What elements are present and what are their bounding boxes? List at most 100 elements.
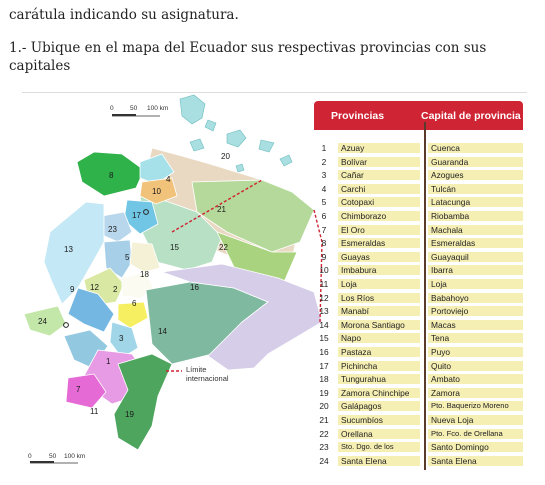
region-label-23: 23 xyxy=(108,225,117,234)
row-province: Azuay xyxy=(338,143,420,153)
row-province: Zamora Chinchipe xyxy=(338,387,420,398)
question-line-2: capitales xyxy=(9,58,71,74)
region-label-18: 18 xyxy=(140,270,149,279)
row-province: Carchi xyxy=(338,183,420,194)
provinces xyxy=(23,147,323,451)
row-province: Sto. Dgo. de los Tsáchilas xyxy=(338,442,420,453)
region-label-16: 16 xyxy=(190,283,199,292)
region-label-2: 2 xyxy=(113,285,118,294)
scale-top-mid: 50 xyxy=(130,105,138,112)
row-province: Pastaza xyxy=(338,347,420,357)
scale-bar-top: 0 50 100 km xyxy=(110,105,168,117)
row-province: Loja xyxy=(338,279,420,289)
row-capital: Macas xyxy=(428,319,523,330)
row-capital: Tulcán xyxy=(428,183,523,194)
scale-bottom-zero: 0 xyxy=(28,453,32,460)
region-label-24: 24 xyxy=(38,317,47,326)
row-province: Sucumbíos xyxy=(338,415,420,425)
region-label-17: 17 xyxy=(132,211,141,220)
row-number: 17 xyxy=(319,360,329,371)
table-row: 21 Sucumbíos Nueva Loja xyxy=(314,415,523,425)
table-row: 15 Napo Tena xyxy=(314,333,523,344)
table-row: 1 Azuay Cuenca xyxy=(314,143,523,153)
row-capital: Santo Domingo xyxy=(428,442,523,453)
row-number: 5 xyxy=(321,197,327,208)
question-line-1: 1.- Ubique en el mapa del Ecuador sus re… xyxy=(9,40,487,56)
region-label-6: 6 xyxy=(132,299,137,308)
scale-bottom-mid: 50 xyxy=(49,453,57,460)
row-capital: Nueva Loja xyxy=(428,415,523,425)
region-label-15: 15 xyxy=(170,243,179,252)
row-number: 3 xyxy=(321,170,327,181)
row-province: Chimborazo xyxy=(338,211,420,221)
region-label-4: 4 xyxy=(166,175,171,184)
table-row: 6 Chimborazo Riobamba xyxy=(314,211,523,221)
region-label-12: 12 xyxy=(90,283,99,292)
row-province: Tungurahua xyxy=(338,374,420,385)
region-label-14: 14 xyxy=(158,327,167,336)
table-row: 11 Loja Loja xyxy=(314,279,523,289)
row-capital: Babahoyo xyxy=(428,292,523,303)
table-divider xyxy=(424,122,426,470)
table-row: 14 Morona Santiago Macas xyxy=(314,319,523,330)
table-row: 17 Pichincha Quito xyxy=(314,360,523,371)
row-province: Santa Elena xyxy=(338,455,420,466)
row-number: 11 xyxy=(319,279,329,289)
row-number: 14 xyxy=(319,319,329,330)
row-capital: Ambato xyxy=(428,374,523,385)
row-capital: Guayaquil xyxy=(428,251,523,262)
row-number: 4 xyxy=(321,183,327,194)
row-province: Bolívar xyxy=(338,156,420,167)
row-number: 2 xyxy=(321,156,327,167)
row-province: Guayas xyxy=(338,251,420,262)
table-row: 18 Tungurahua Ambato xyxy=(314,374,523,385)
row-province: Napo xyxy=(338,333,420,344)
row-capital: Portoviejo xyxy=(428,306,523,317)
international-limit-east xyxy=(313,209,323,323)
region-label-10: 10 xyxy=(152,187,161,196)
table-row: 23 Sto. Dgo. de los Tsáchilas Santo Doming… xyxy=(314,442,523,453)
provinces-table: Provincias Capital de provincia 1 Azuay Cu… xyxy=(314,101,523,472)
scale-top-zero: 0 xyxy=(110,105,114,112)
region-label-5: 5 xyxy=(125,253,130,262)
row-capital: Ibarra xyxy=(428,265,523,276)
table-row: 19 Zamora Chinchipe Zamora xyxy=(314,387,523,398)
table-row: 24 Santa Elena Santa Elena xyxy=(314,455,523,466)
row-number: 9 xyxy=(321,251,327,262)
row-number: 6 xyxy=(321,211,327,221)
row-capital: Esmeraldas xyxy=(428,238,523,249)
header-capital: Capital de provincia xyxy=(421,110,521,122)
ecuador-map: 20 0 50 100 km xyxy=(22,91,527,464)
row-capital: Azogues xyxy=(428,170,523,181)
table-row: 10 Imbabura Ibarra xyxy=(314,265,523,276)
row-number: 23 xyxy=(319,442,329,453)
region-label-20: 20 xyxy=(221,152,230,161)
scale-bottom-end: 100 km xyxy=(64,453,85,460)
scale-bar-bottom: 0 50 100 km xyxy=(28,453,85,464)
row-province: Orellana xyxy=(338,428,420,439)
row-number: 18 xyxy=(319,374,329,385)
region-label-22: 22 xyxy=(219,243,228,252)
table-row: 3 Cañar Azogues xyxy=(314,170,523,181)
row-capital: Zamora xyxy=(428,387,523,398)
capital-markers xyxy=(63,209,149,328)
table-row: 13 Manabí Portoviejo xyxy=(314,306,523,317)
table-row: 22 Orellana Pto. Fco. de Orellana xyxy=(314,428,523,439)
row-number: 21 xyxy=(319,415,329,425)
region-label-13: 13 xyxy=(64,245,73,254)
row-province: Cotopaxi xyxy=(338,197,420,208)
table-header: Provincias Capital de provincia xyxy=(314,101,523,130)
row-capital: Guaranda xyxy=(428,156,523,167)
row-province: Cañar xyxy=(338,170,420,181)
legend-limit-line1: Límite xyxy=(186,365,206,374)
row-province: El Oro xyxy=(338,224,420,235)
region-label-3: 3 xyxy=(119,334,124,343)
row-capital: Tena xyxy=(428,333,523,344)
row-number: 7 xyxy=(321,224,327,235)
row-province: Imbabura xyxy=(338,265,420,276)
row-capital: Pto. Fco. de Orellana xyxy=(428,428,523,439)
scale-top-end: 100 km xyxy=(147,105,168,112)
row-capital: Santa Elena xyxy=(428,455,523,466)
table-row: 9 Guayas Guayaquil xyxy=(314,251,523,262)
ecuador-map-figure: 20 0 50 100 km xyxy=(22,91,533,472)
